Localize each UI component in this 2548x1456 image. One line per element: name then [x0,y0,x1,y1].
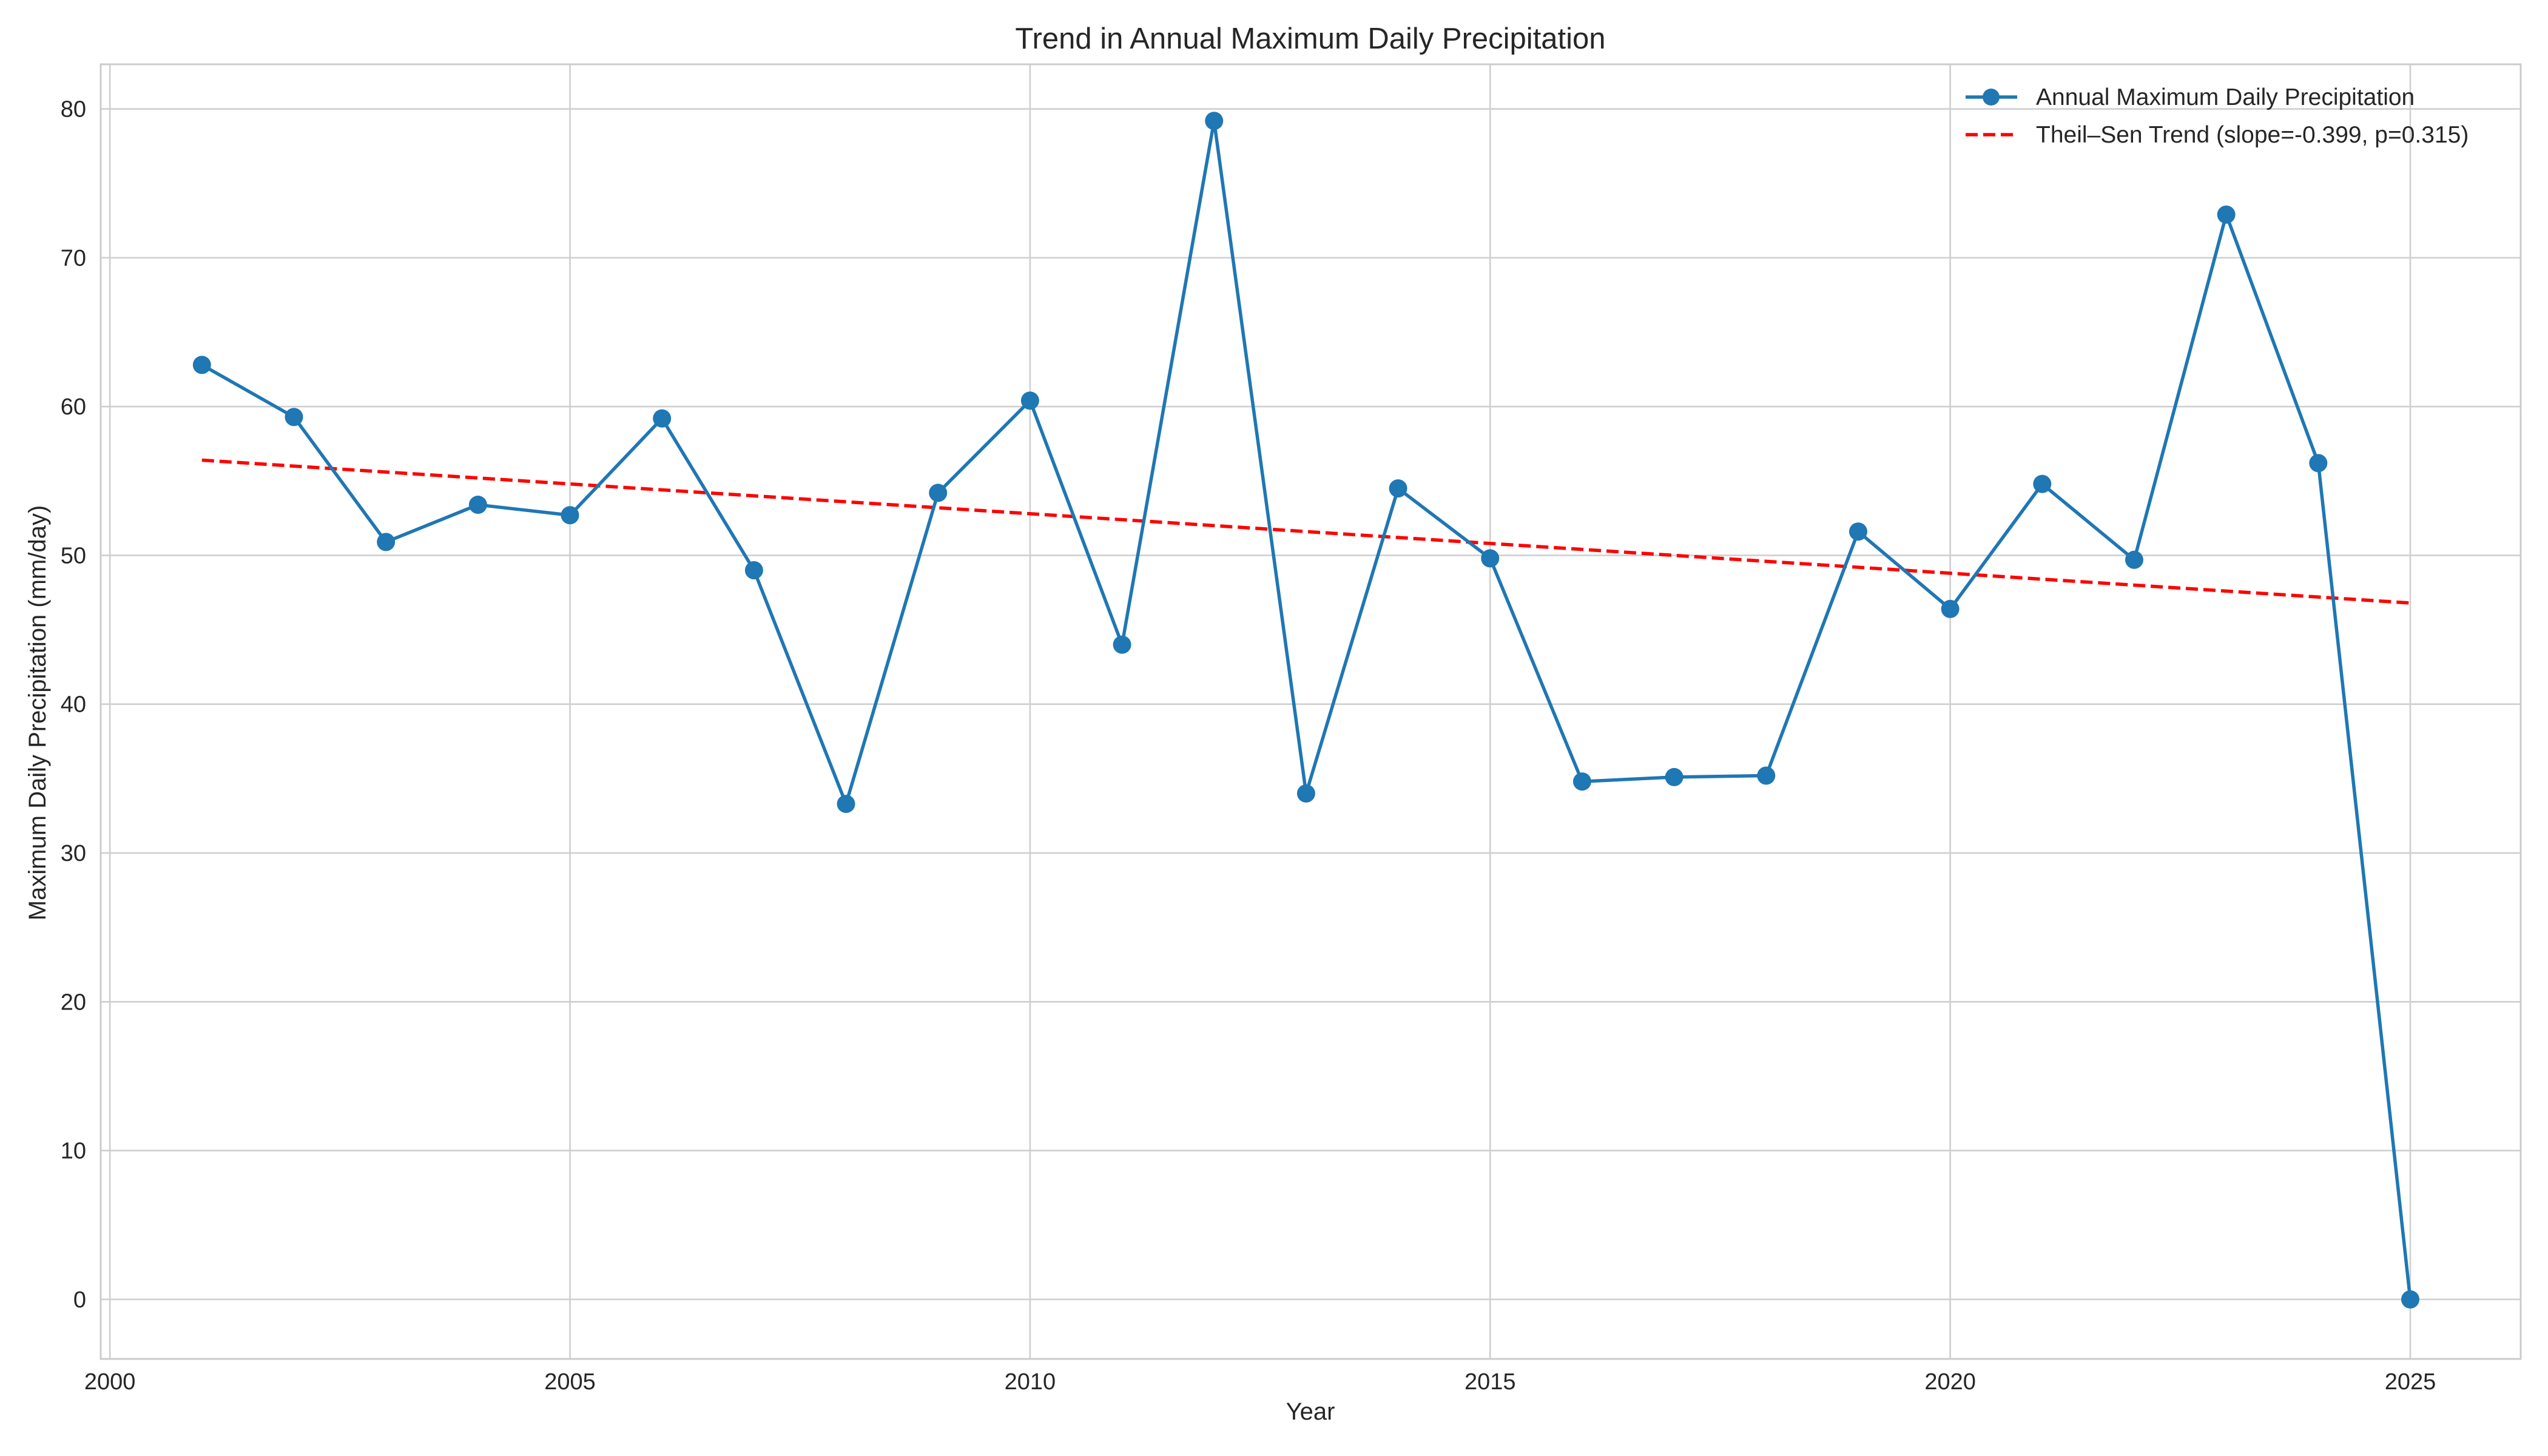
data-point [837,795,855,814]
data-point [561,506,579,525]
data-point [1389,479,1407,498]
data-point [468,496,487,514]
data-point [1481,549,1500,568]
axes-frame [99,63,2522,1360]
chart-title: Trend in Annual Maximum Daily Precipitat… [1015,22,1605,55]
data-point [744,561,763,579]
x-tick-label: 2000 [84,1369,136,1395]
x-tick-label: 2005 [544,1369,596,1395]
data-point [1113,635,1131,654]
data-point [192,356,211,374]
x-tick-label: 2020 [1924,1369,1976,1395]
y-tick-label: 0 [73,1287,86,1313]
legend-marker-precipitation [1983,89,2000,106]
y-axis-label: Maximum Daily Precipitation (mm/day) [24,505,51,921]
legend: Annual Maximum Daily Precipitation Theil… [1966,84,2469,148]
data-point [2033,474,2052,493]
y-tick-label: 20 [61,989,86,1015]
data-point [1849,522,1867,541]
data-point [929,484,948,502]
data-point [2217,205,2236,224]
data-point [653,409,672,428]
x-tick-label: 2015 [1464,1369,1516,1395]
y-tick-label: 10 [61,1139,86,1164]
legend-label-trend: Theil–Sen Trend (slope=-0.399, p=0.315) [2036,122,2469,148]
data-point [1572,772,1591,791]
data-point [1205,112,1224,130]
y-tick-label: 30 [61,841,86,866]
y-tick-label: 50 [61,543,86,568]
data-point [2309,454,2328,473]
x-tick-label: 2010 [1005,1369,1056,1395]
y-tick-label: 40 [61,692,86,718]
x-tick-label: 2025 [2385,1369,2436,1395]
series-precipitation-line [201,119,2412,1300]
series-trend-line [201,458,2411,605]
tick-labels: 2000 2005 2010 2015 2020 2025 0 10 20 30 40 50 60 70 8… [61,97,2436,1395]
legend-label-precipitation: Annual Maximum Daily Precipitation [2036,84,2415,110]
data-point [377,533,396,551]
data-point [1020,391,1039,410]
data-point [1757,766,1776,785]
grid [101,64,2521,1359]
x-axis-label: Year [1286,1398,1335,1425]
y-tick-label: 70 [61,246,86,271]
y-tick-label: 60 [61,394,86,420]
series-layer [192,112,2419,1309]
data-point [285,408,303,426]
data-point [1296,784,1315,803]
data-point [2125,550,2143,569]
data-point [1665,767,1684,786]
y-tick-label: 80 [61,97,86,123]
data-point [1941,599,1960,618]
data-point [2401,1290,2419,1309]
